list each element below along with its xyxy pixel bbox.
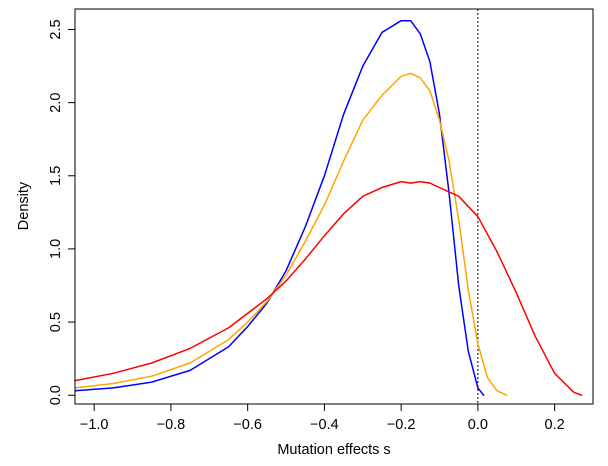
x-tick-label: 0.2 — [545, 417, 565, 433]
x-axis: −1.0 −0.8 −0.6 −0.4 −0.2 0.0 0.2 — [80, 403, 565, 433]
density-series-2 — [74, 72, 508, 396]
y-axis-title: Density — [16, 181, 32, 230]
y-axis: 0.0 0.5 1.0 1.5 2.0 2.5 — [48, 19, 76, 405]
y-tick-label: 2.5 — [48, 19, 64, 39]
y-tick-label: 0.5 — [48, 312, 64, 332]
series-layer — [74, 19, 583, 396]
x-axis-title: Mutation effects s — [277, 442, 390, 458]
x-tick-label: −0.8 — [157, 417, 186, 433]
y-tick-label: 2.0 — [48, 93, 64, 113]
x-tick-label: 0.0 — [468, 417, 488, 433]
x-tick-label: −0.4 — [310, 417, 339, 433]
y-tick-label: 1.5 — [48, 166, 64, 186]
x-tick-label: −1.0 — [80, 417, 109, 433]
x-tick-label: −0.6 — [233, 417, 262, 433]
y-tick-label: 1.0 — [48, 239, 64, 259]
x-tick-label: −0.2 — [387, 417, 416, 433]
density-series-3 — [74, 180, 583, 396]
density-series-1 — [74, 19, 485, 396]
y-tick-label: 0.0 — [48, 385, 64, 405]
